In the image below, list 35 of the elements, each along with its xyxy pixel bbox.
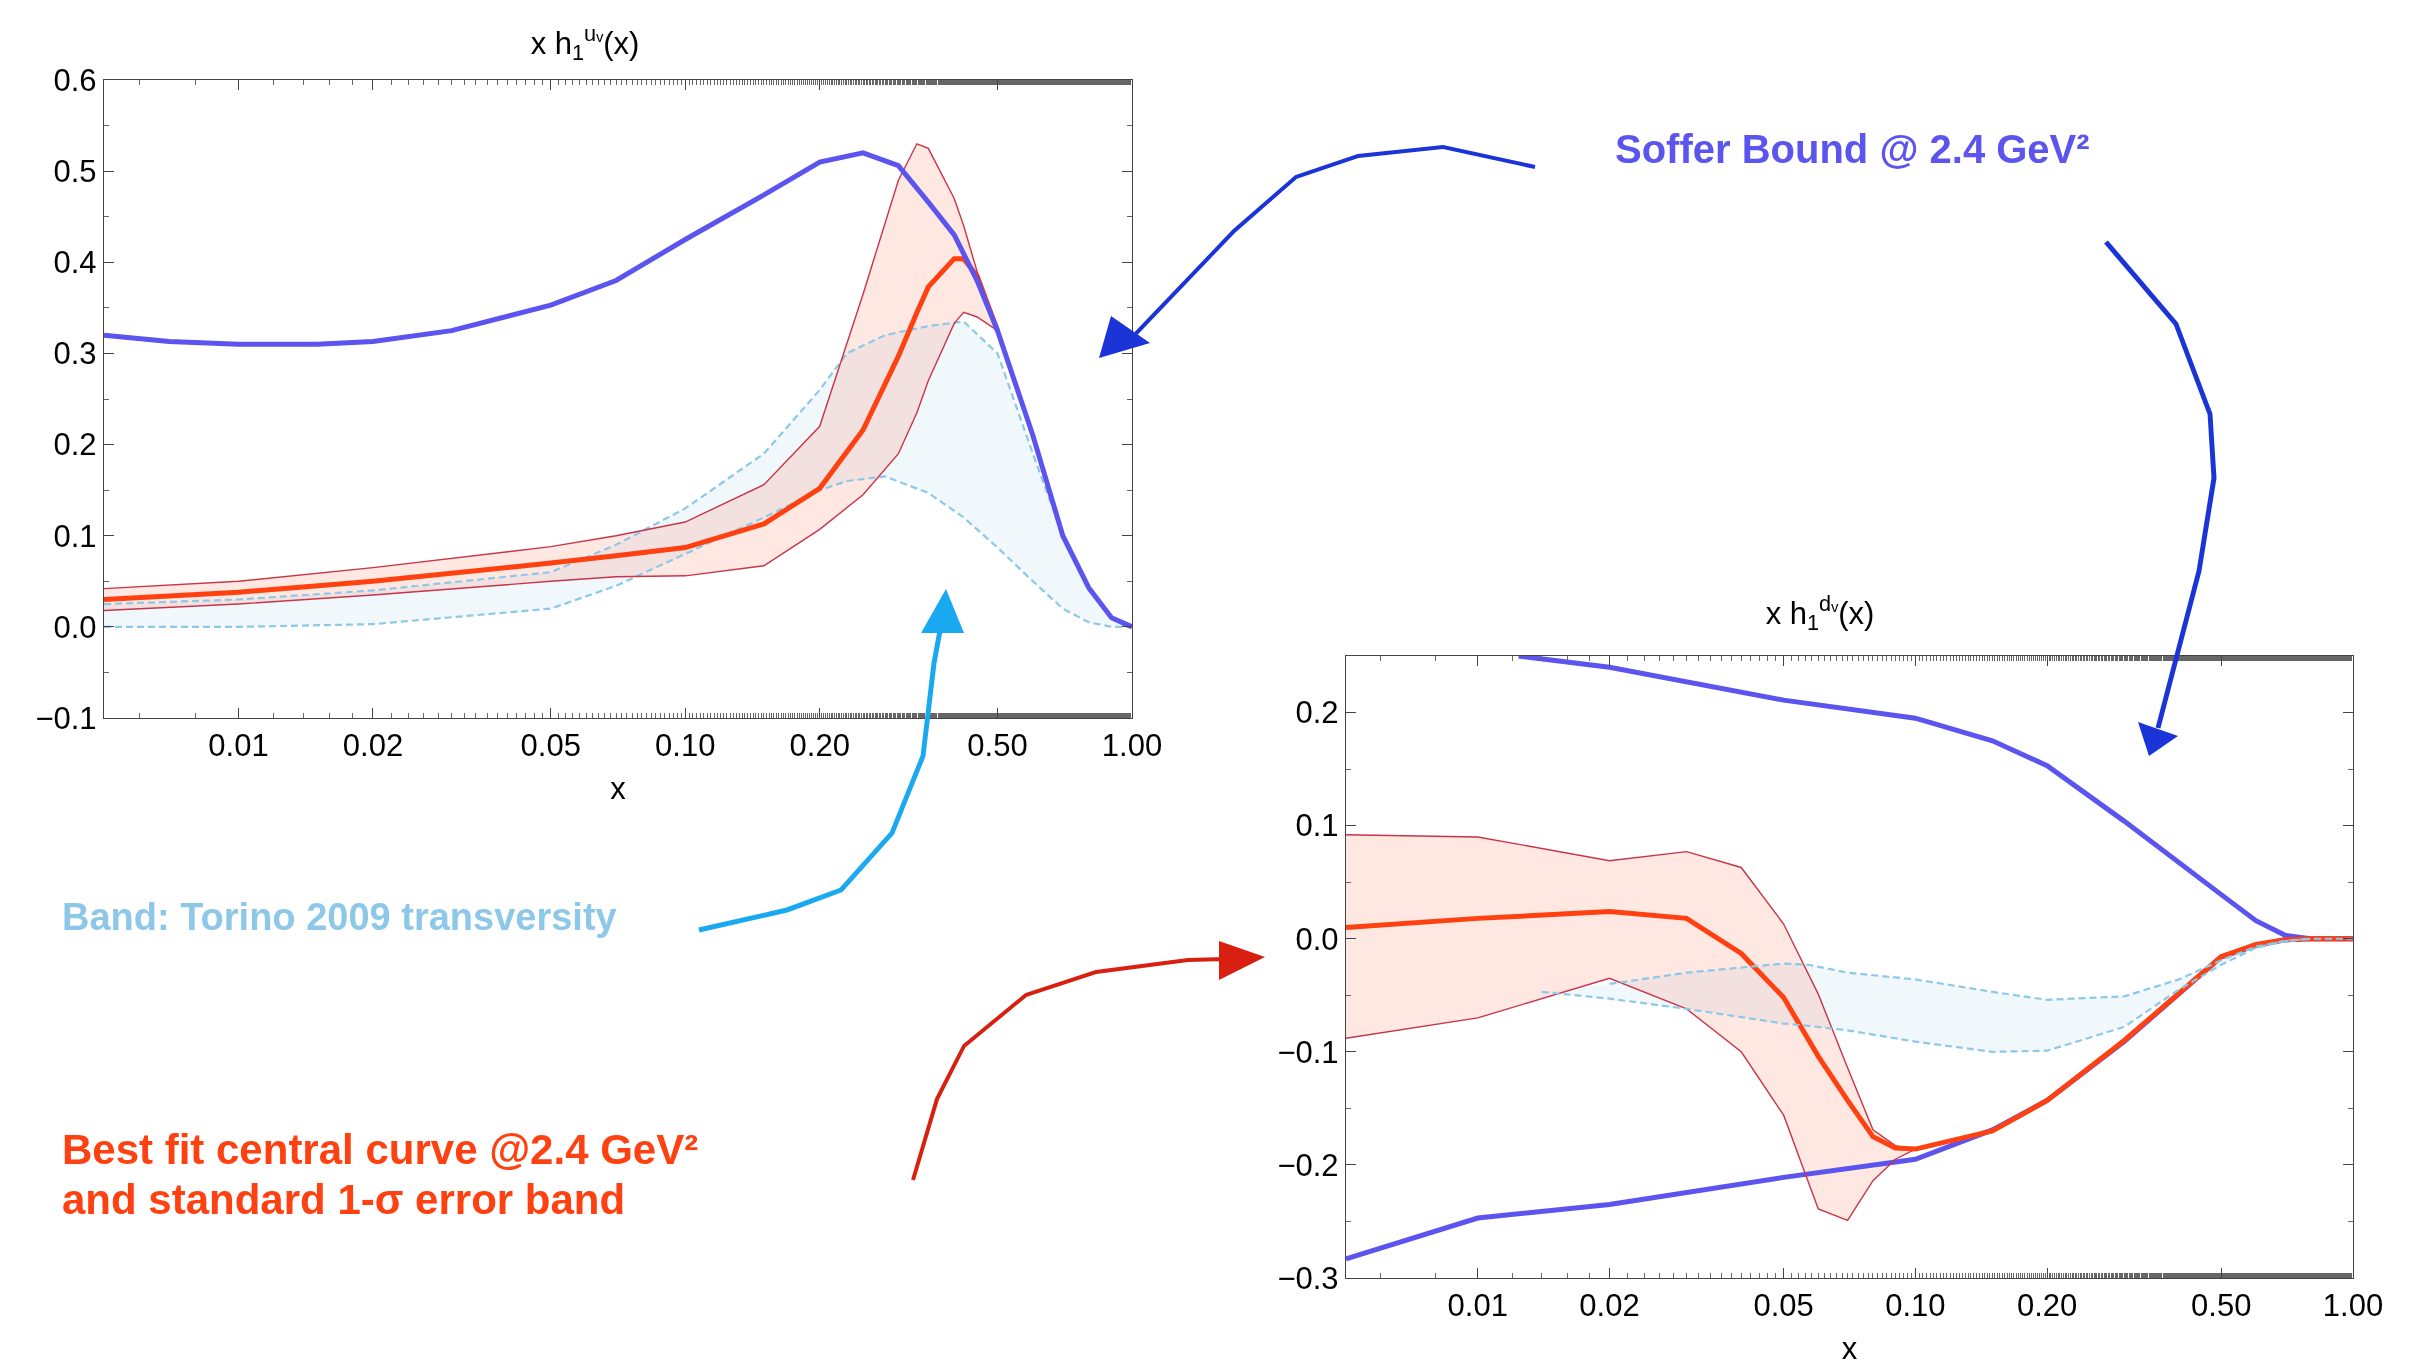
y-tick-label: 0.0 (53, 609, 97, 645)
text: Soffer Bound @ 2.4 GeV² (1615, 126, 2090, 173)
y-tick-label: 0.4 (53, 245, 97, 281)
x-tick-label: 0.50 (2191, 1288, 2252, 1324)
x-tick-label: 0.50 (967, 728, 1028, 764)
y-tick-label: 0.1 (1295, 808, 1339, 844)
y-tick-label: 0.6 (53, 62, 97, 98)
text: Best fit central curve @2.4 GeV² and standard 1-σ error band (62, 1125, 699, 1226)
x-tick-label: 0.20 (2016, 1288, 2078, 1324)
chart-title: x h$_{1}$$^{dᵥ}$(x) (1765, 590, 1875, 636)
x-tick-label: 0.20 (789, 728, 850, 764)
x-tick-label: 1.00 (1101, 728, 1163, 764)
y-tick-label: 0.3 (53, 336, 97, 372)
x-axis-title: x (1841, 1330, 1858, 1366)
x-tick-label: 0.01 (208, 728, 269, 764)
y-tick-label: −0.1 (35, 700, 97, 736)
x-tick-label: 0.01 (1447, 1288, 1508, 1324)
y-tick-label: 0.0 (1295, 921, 1339, 957)
x-tick-label: 0.02 (342, 728, 404, 764)
x-tick-label: 1.00 (2322, 1288, 2384, 1324)
y-tick-label: −0.3 (1277, 1260, 1339, 1296)
y-tick-label: 0.2 (53, 427, 97, 463)
x-tick-label: 0.10 (1885, 1288, 1946, 1324)
x-tick-label: 0.05 (520, 728, 581, 764)
x-tick-label: 0.10 (655, 728, 716, 764)
x-tick-label: 0.05 (1753, 1288, 1814, 1324)
legend-label: Band: Torino 2009 transversity (62, 895, 617, 940)
x-axis-title: x (610, 770, 627, 806)
x-tick-label: 0.02 (1579, 1288, 1640, 1324)
y-tick-label: 0.5 (53, 153, 97, 189)
y-tick-label: −0.1 (1277, 1034, 1339, 1070)
y-tick-label: 0.1 (53, 518, 97, 554)
y-tick-label: −0.2 (1277, 1147, 1339, 1183)
y-tick-label: 0.2 (1295, 695, 1339, 731)
chart-title: x h$_{1}$$^{uᵥ}$(x) (530, 20, 640, 66)
